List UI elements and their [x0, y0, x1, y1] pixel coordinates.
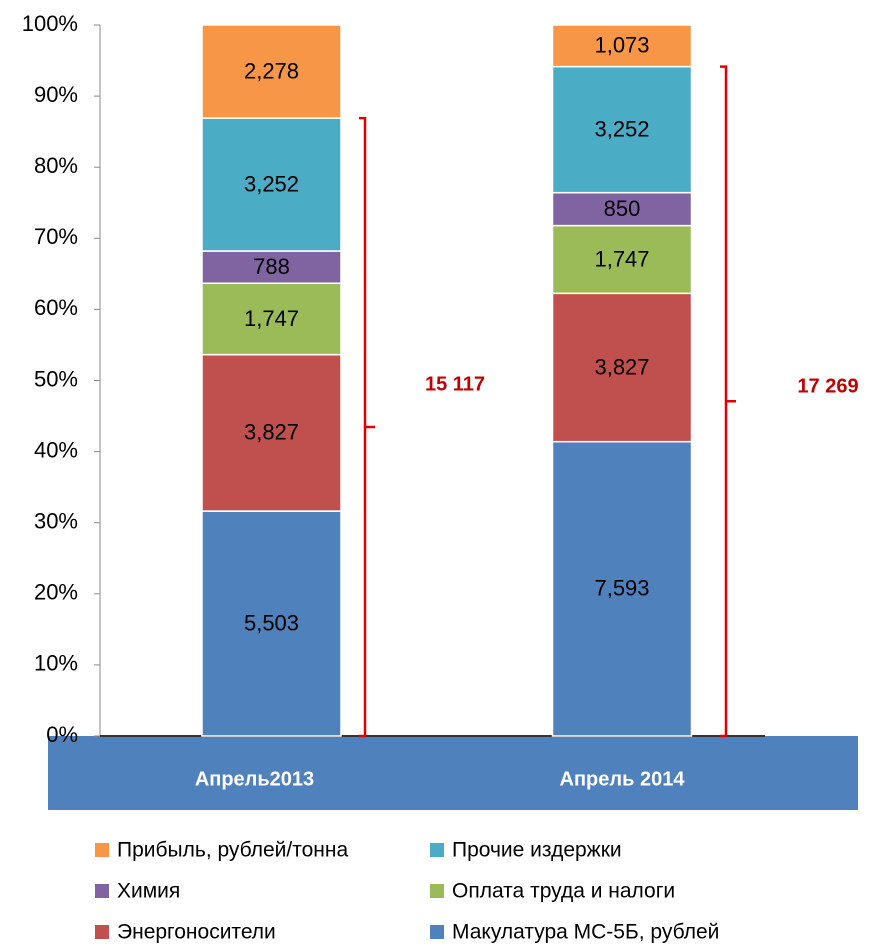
legend-swatch: [95, 925, 109, 939]
y-tick-label: 40%: [34, 437, 78, 462]
legend-swatch: [430, 925, 444, 939]
bar-segment: [201, 117, 342, 252]
bar-segment: [201, 353, 342, 512]
annotation: 15 117: [425, 373, 485, 395]
data-label: 3,252: [594, 116, 649, 141]
legend-swatch: [95, 843, 109, 857]
data-label: 1,747: [594, 246, 649, 271]
data-label: 3,827: [244, 420, 299, 445]
legend-label: Энергоносители: [117, 921, 276, 944]
legend-swatch: [430, 884, 444, 898]
y-tick-label: 50%: [34, 366, 78, 391]
bar-segment: [551, 24, 693, 68]
bracket: [359, 116, 375, 738]
y-tick-label: 10%: [34, 651, 78, 676]
bar-segment: [201, 510, 342, 737]
y-tick-label: 70%: [34, 224, 78, 249]
legend-label: Прибыль, рублей/тонна: [117, 839, 349, 862]
data-label: 2,278: [244, 58, 299, 83]
y-tick-label: 30%: [34, 509, 78, 534]
bar-segment: [551, 292, 693, 443]
x-tick-label: Апрель 2014: [560, 768, 686, 790]
legend-swatch: [430, 843, 444, 857]
legend-swatch: [95, 884, 109, 898]
bar-segment: [551, 191, 693, 227]
data-label: 1,747: [244, 306, 299, 331]
data-label: 850: [604, 196, 641, 221]
annotation: 17 269: [797, 375, 858, 397]
y-tick-label: 90%: [34, 82, 78, 107]
legend-label: Макулатура МС-5Б, рублей: [452, 921, 719, 944]
y-tick-label: 80%: [34, 153, 78, 178]
bar-segment: [201, 282, 342, 356]
legend-label: Оплата труда и налоги: [452, 880, 675, 903]
y-tick-label: 60%: [34, 295, 78, 320]
bar-segment: [201, 250, 342, 284]
bar-segment: [551, 440, 693, 737]
data-label: 1,073: [594, 33, 649, 58]
legend-label: Химия: [117, 880, 180, 903]
y-tick-label: 100%: [22, 11, 78, 36]
data-label: 3,252: [244, 171, 299, 196]
data-label: 3,827: [594, 354, 649, 379]
bar-segment: [551, 224, 693, 295]
data-label: 788: [253, 254, 290, 279]
legend-label: Прочие издержки: [452, 839, 622, 862]
x-tick-label: Апрель2013: [195, 768, 314, 790]
bar-segment: [201, 24, 342, 119]
bracket: [720, 65, 736, 738]
category-band: [48, 736, 858, 810]
y-tick-label: 0%: [46, 722, 78, 747]
y-tick-label: 20%: [34, 580, 78, 605]
data-label: 5,503: [244, 610, 299, 635]
data-label: 7,593: [594, 576, 649, 601]
